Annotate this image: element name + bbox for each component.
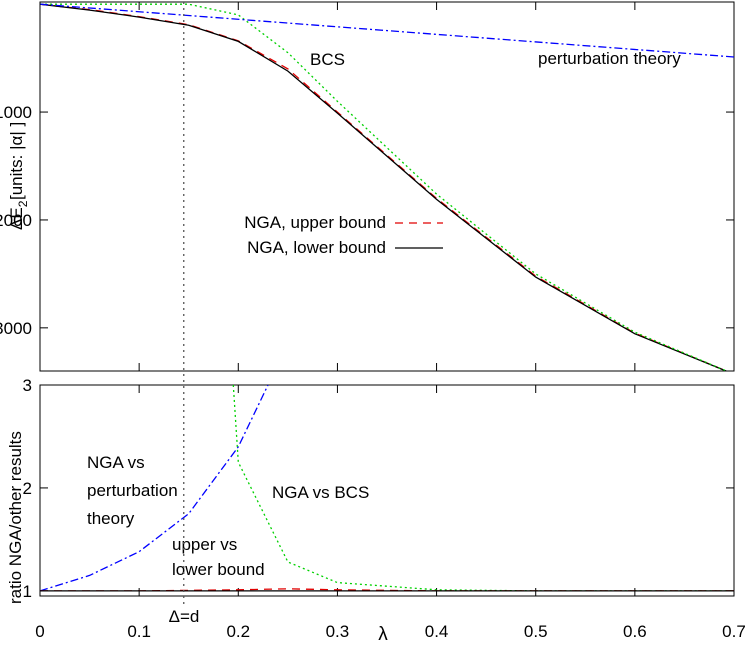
legend-label-lower: NGA, lower bound xyxy=(247,238,386,257)
top-ytick-label: −2000 xyxy=(0,211,32,230)
annotation-perturbation: perturbation theory xyxy=(538,49,681,68)
top-ytick-label: −1000 xyxy=(0,103,32,122)
bottom-series-nga-vs-bcs xyxy=(232,385,734,592)
ylabel-sub: 2 xyxy=(16,200,30,207)
annotation-nga-pt-3: theory xyxy=(87,509,135,528)
bottom-xtick-label: 0.3 xyxy=(326,622,350,641)
bottom-plot: 1 2 3 0 0.1 0.2 0.3 0.4 0.5 0.6 0.7 ratio NGA/oth… xyxy=(6,2,746,645)
bottom-x-ticks: 0 0.1 0.2 0.3 0.4 0.5 0.6 0.7 xyxy=(35,2,746,641)
bottom-xtick-label: 0.4 xyxy=(425,622,449,641)
annotation-bcs: BCS xyxy=(310,50,345,69)
top-plot-frame xyxy=(39,1,735,372)
bottom-series xyxy=(40,385,734,592)
bottom-xtick-label: 0.5 xyxy=(524,622,548,641)
delta-e-label: ΔE2 xyxy=(7,200,30,230)
bottom-xtick-label: 0 xyxy=(35,622,44,641)
top-series xyxy=(40,3,734,371)
bottom-xtick-label: 0.6 xyxy=(623,622,647,641)
annotation-delta: Δ=d xyxy=(169,607,200,626)
top-series-perturbation-theory xyxy=(40,3,734,58)
ylabel-units: [units: |α| ] xyxy=(7,122,26,200)
xlabel-lambda: λ xyxy=(378,624,388,645)
annotation-upper-lower-2: lower bound xyxy=(172,560,265,579)
top-series-nga-lower-bound xyxy=(40,3,728,371)
bottom-xtick-label: 0.2 xyxy=(226,622,250,641)
annotation-nga-pt-2: perturbation xyxy=(87,481,178,500)
top-series-bcs xyxy=(40,3,729,371)
bottom-xtick-label: 0.7 xyxy=(722,622,746,641)
legend: NGA, upper bound NGA, lower bound xyxy=(244,213,443,257)
bottom-series-nga-vs-perturbation-theory xyxy=(40,385,269,592)
bottom-plot-frame xyxy=(39,384,735,597)
legend-label-upper: NGA, upper bound xyxy=(244,213,386,232)
bottom-ytick-label: 1 xyxy=(23,582,32,601)
annotation-upper-lower-1: upper vs xyxy=(172,535,237,554)
top-y-ticks: −1000 −2000 −3000 xyxy=(0,103,734,338)
annotation-nga-pt-1: NGA vs xyxy=(87,453,145,472)
bottom-ytick-label: 3 xyxy=(23,376,32,395)
top-series-nga-upper-bound xyxy=(40,3,728,371)
top-ytick-label: −3000 xyxy=(0,319,32,338)
ylabel-main: ΔE xyxy=(7,207,26,230)
bottom-ytick-label: 2 xyxy=(23,479,32,498)
bottom-xtick-label: 0.1 xyxy=(127,622,151,641)
ylabel-ratio: ratio NGA/other results xyxy=(6,431,25,604)
annotation-nga-bcs: NGA vs BCS xyxy=(272,483,369,502)
top-plot: −1000 −2000 −3000 ΔE2 [units: |α| ] BCS pe… xyxy=(0,1,735,372)
